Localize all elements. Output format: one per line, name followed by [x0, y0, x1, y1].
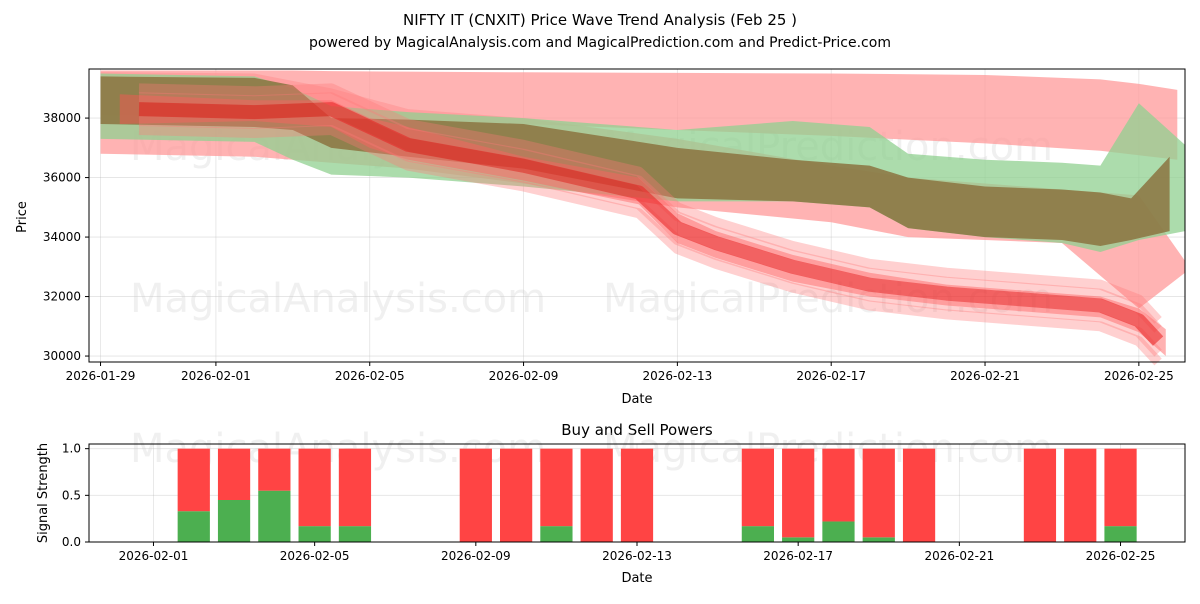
price-x-tick-label: 2026-02-17: [796, 369, 866, 383]
price-plot-frame: [88, 68, 1186, 363]
buy-bar: [862, 537, 895, 542]
price-x-tick-label: 2026-02-01: [181, 369, 251, 383]
price-y-tick-label: 30000: [43, 349, 81, 363]
price-y-tick-label: 36000: [43, 171, 81, 185]
sell-bar: [459, 448, 492, 542]
sell-bar: [620, 448, 654, 542]
signal-x-tick-label: 2026-02-09: [441, 549, 511, 563]
sell-bar: [540, 448, 573, 527]
sell-bar: [258, 448, 291, 491]
wave-strand: [138, 92, 1162, 333]
buy-bar: [782, 537, 815, 542]
signal-x-tick-label: 2026-02-01: [119, 549, 189, 563]
signal-x-axis-label: Date: [621, 571, 652, 586]
signal-x-tick-label: 2026-02-25: [1086, 549, 1156, 563]
buy-bar: [258, 490, 291, 542]
signal-y-tick-label: 1.0: [62, 442, 81, 456]
price-x-tick-label: 2026-02-13: [643, 369, 713, 383]
sell-bar: [177, 448, 210, 512]
price-x-tick-label: 2026-01-29: [66, 369, 136, 383]
buy-bar: [540, 526, 573, 542]
sell-bar: [822, 448, 855, 522]
price-x-tick-label: 2026-02-25: [1104, 369, 1174, 383]
signal-y-tick-label: 0.5: [62, 488, 81, 502]
sell-bar: [1023, 448, 1057, 542]
band-red-upper: [100, 70, 1178, 160]
wave-strand: [138, 116, 1162, 357]
sell-bar: [782, 448, 815, 538]
sell-bar: [1104, 448, 1137, 527]
price-x-axis-label: Date: [621, 392, 652, 407]
sell-bar: [217, 448, 251, 500]
signal-plot-frame: [88, 443, 1186, 543]
buy-bar: [217, 500, 251, 542]
price-y-axis-label: Price: [15, 201, 30, 233]
sell-bar: [500, 448, 533, 542]
signal-y-tick-label: 0.0: [62, 535, 81, 549]
price-y-tick-label: 32000: [43, 290, 81, 304]
price-axes: 2026-01-29 2026-02-01 2026-02-05 2026-02-09…: [43, 111, 1174, 383]
price-panel: MagicalAnalysis.com MagicalPrediction.co…: [15, 68, 1186, 407]
price-x-tick-label: 2026-02-05: [335, 369, 405, 383]
signal-y-axis-label: Signal Strength: [36, 443, 51, 543]
sell-bar: [862, 448, 895, 538]
watermark-analysis: MagicalAnalysis.com: [130, 276, 546, 322]
sell-bar: [741, 448, 774, 527]
price-y-tick-label: 34000: [43, 230, 81, 244]
signal-panel: Buy and Sell Powers MagicalAnalysis.com …: [36, 421, 1186, 586]
buy-bar: [1104, 526, 1137, 542]
price-y-tick-label: 38000: [43, 111, 81, 125]
signal-x-tick-label: 2026-02-13: [602, 549, 672, 563]
buy-bar: [177, 511, 210, 542]
sell-bar: [338, 448, 372, 527]
buy-bar: [338, 526, 372, 542]
buy-bar: [822, 521, 855, 542]
chart-subtitle: powered by MagicalAnalysis.com and Magic…: [309, 35, 891, 51]
signal-x-tick-label: 2026-02-21: [924, 549, 994, 563]
wave-strand: [138, 124, 1162, 366]
signal-title: Buy and Sell Powers: [561, 421, 713, 439]
signal-x-tick-label: 2026-02-17: [763, 549, 833, 563]
chart-title: NIFTY IT (CNXIT) Price Wave Trend Analys…: [403, 11, 797, 29]
price-trend: [138, 102, 1164, 346]
wave-strand: [138, 83, 1162, 324]
buy-bar: [741, 526, 774, 542]
signal-x-tick-label: 2026-02-05: [280, 549, 350, 563]
signal-bars: [177, 448, 1137, 542]
price-x-tick-label: 2026-02-09: [489, 369, 559, 383]
signal-axes: 2026-02-01 2026-02-05 2026-02-09 2026-02-13…: [62, 442, 1155, 563]
buy-bar: [298, 526, 331, 542]
sell-bar: [1064, 448, 1097, 542]
price-bands: [100, 70, 1185, 366]
sell-bar: [902, 448, 936, 542]
price-x-tick-label: 2026-02-21: [950, 369, 1020, 383]
sell-bar: [298, 448, 331, 527]
sell-bar: [580, 448, 613, 542]
